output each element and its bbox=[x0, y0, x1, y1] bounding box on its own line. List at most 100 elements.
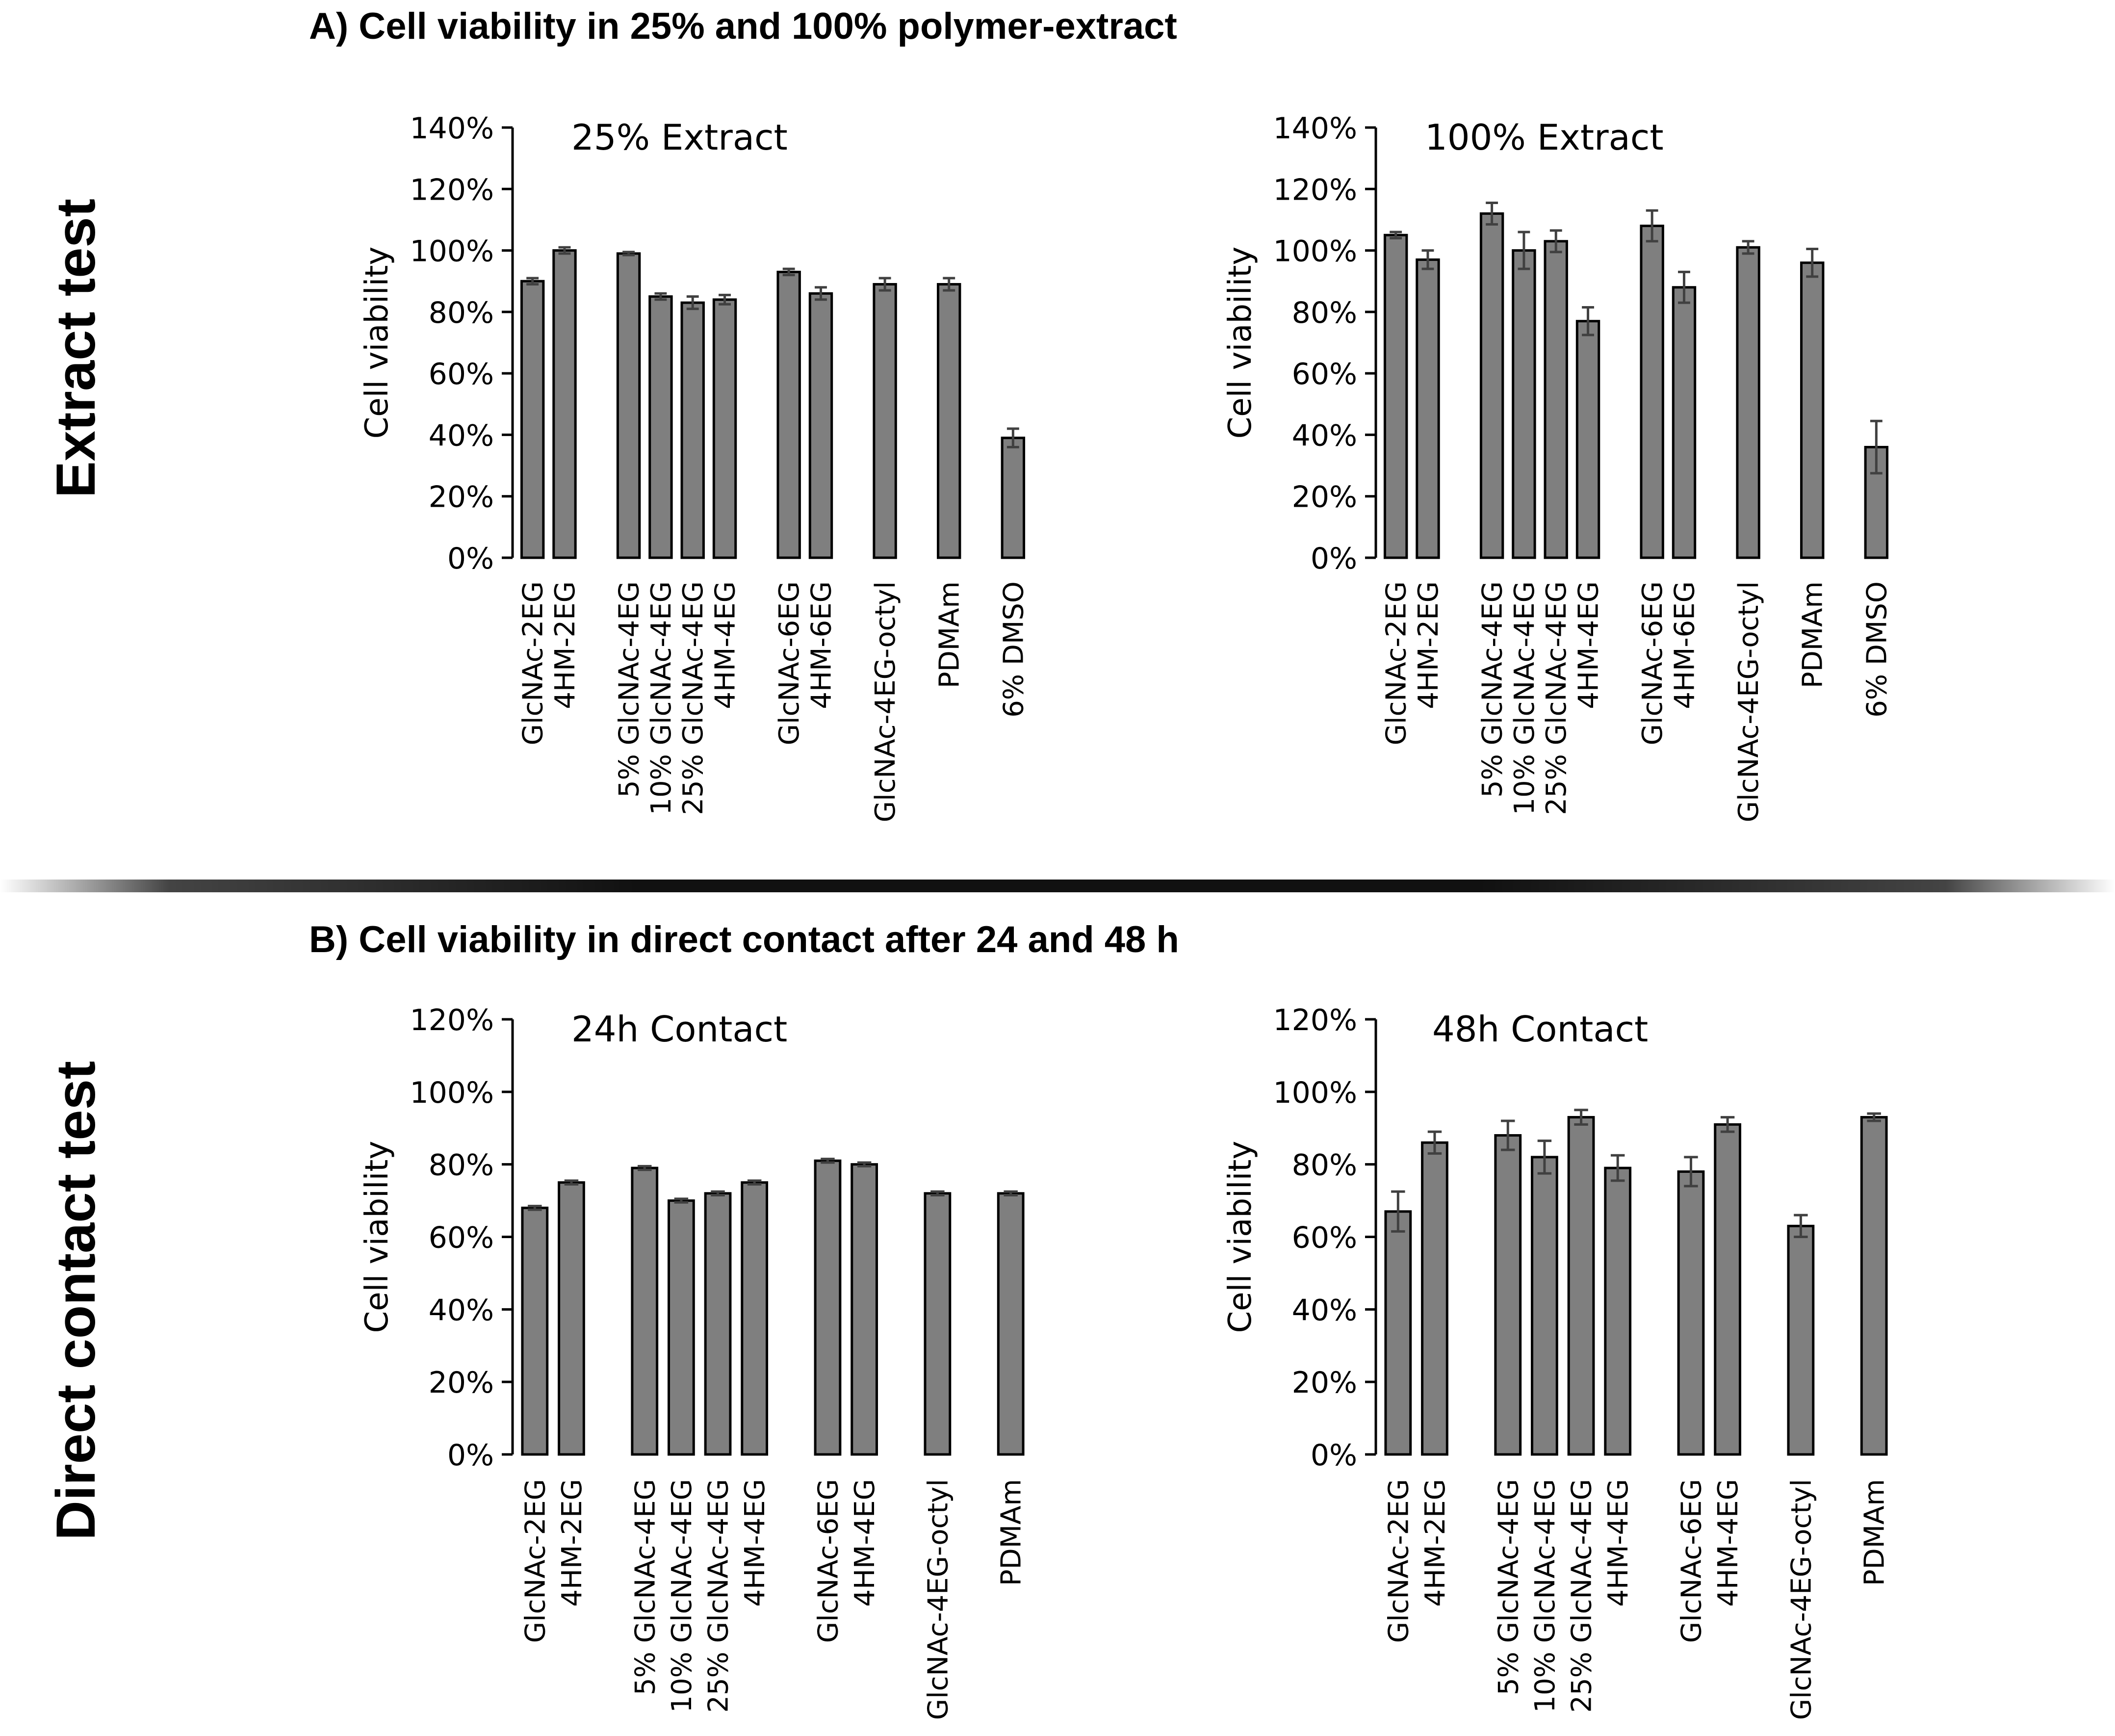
x-tick-label: PDMAm bbox=[996, 1479, 1028, 1586]
y-tick-label: 20% bbox=[429, 480, 494, 515]
bar bbox=[937, 283, 961, 559]
y-tick-label: 140% bbox=[410, 111, 494, 146]
y-tick-label: 40% bbox=[1292, 418, 1357, 453]
x-tick-label: GlcNAc-6EG bbox=[1637, 581, 1669, 745]
x-tick-label: 5% GlcNAc-4EG bbox=[629, 1479, 661, 1695]
bar bbox=[1567, 1116, 1595, 1456]
chart-title: 48h Contact bbox=[1432, 1009, 1648, 1050]
y-axis-title: Cell viability bbox=[1222, 1141, 1259, 1333]
error-bar bbox=[528, 1205, 542, 1211]
error-bar bbox=[1684, 1156, 1698, 1188]
x-tick-label: 6% DMSO bbox=[998, 581, 1030, 718]
y-tick-label: 60% bbox=[429, 1221, 494, 1255]
bar bbox=[1677, 1170, 1705, 1456]
x-tick-label: 25% GlcNAc-4EG bbox=[1541, 581, 1573, 815]
x-tick-label: GlcNAc-2EG bbox=[1383, 1479, 1415, 1643]
x-tick-label: 4HM-4EG bbox=[1602, 1479, 1634, 1607]
x-tick-label: GlcNAc-6EG bbox=[1676, 1479, 1707, 1643]
y-tick-label: 0% bbox=[447, 1438, 494, 1473]
x-tick-label: 4HM-4EG bbox=[1712, 1479, 1744, 1607]
y-tick-label: 100% bbox=[410, 234, 494, 269]
error-bar bbox=[674, 1197, 689, 1204]
bar bbox=[680, 301, 705, 559]
error-bar bbox=[857, 1161, 872, 1167]
x-tick-label: GlcNAc-2EG bbox=[517, 581, 549, 745]
bar bbox=[712, 298, 737, 559]
bar bbox=[1479, 212, 1504, 559]
bar bbox=[808, 292, 833, 559]
chart-48h-contact: 0% 20% 40% 60% 80% 100% 120% Cell viability 48h … bbox=[1207, 996, 1942, 1732]
bar bbox=[1544, 240, 1568, 559]
bar bbox=[1383, 233, 1408, 559]
error-bar bbox=[1582, 306, 1594, 337]
error-bar bbox=[821, 1158, 835, 1164]
error-bar bbox=[930, 1190, 945, 1196]
x-tick-label: GlcNAc-6EG bbox=[774, 581, 805, 745]
bar bbox=[521, 1206, 549, 1456]
error-bar bbox=[654, 292, 667, 301]
error-bar bbox=[782, 267, 795, 277]
bar bbox=[1714, 1123, 1741, 1456]
x-tick-label: 5% GlcNAc-4EG bbox=[1493, 1479, 1524, 1695]
bar bbox=[851, 1163, 878, 1456]
bar bbox=[616, 252, 641, 559]
x-tick-label: 4HM-6EG bbox=[805, 581, 837, 709]
bar bbox=[997, 1192, 1025, 1456]
bar bbox=[668, 1199, 695, 1456]
x-tick-label: GlcNAc-4EG-octyl bbox=[922, 1479, 954, 1720]
x-tick-label: GlcNAc-6EG bbox=[812, 1479, 844, 1643]
y-tick-label: 40% bbox=[429, 418, 494, 453]
error-bar bbox=[622, 251, 635, 257]
chart-title: 24h Contact bbox=[571, 1009, 787, 1050]
y-tick-label: 20% bbox=[429, 1366, 494, 1400]
bar bbox=[1494, 1134, 1522, 1456]
error-bar bbox=[1678, 270, 1690, 304]
error-bar bbox=[1390, 231, 1402, 240]
x-tick-label: 4HM-2EG bbox=[1413, 581, 1444, 709]
error-bar bbox=[1537, 1140, 1552, 1175]
x-tick-label: PDMAm bbox=[1797, 581, 1829, 688]
y-tick-label: 100% bbox=[410, 1076, 494, 1110]
error-bar bbox=[558, 246, 571, 255]
bar bbox=[1575, 320, 1600, 559]
x-tick-label: 6% DMSO bbox=[1861, 581, 1893, 718]
bar bbox=[558, 1181, 585, 1456]
chart-24h-contact: 0% 20% 40% 60% 80% 100% 120% Cell viability 24h … bbox=[343, 996, 1079, 1732]
error-bar bbox=[1006, 427, 1019, 448]
error-bar bbox=[1742, 240, 1754, 255]
bar bbox=[1384, 1210, 1412, 1456]
error-bar bbox=[719, 293, 731, 306]
x-tick-label: 4HM-4EG bbox=[710, 581, 742, 709]
y-tick-label: 120% bbox=[1273, 1003, 1357, 1037]
y-tick-label: 40% bbox=[429, 1293, 494, 1327]
y-tick-label: 0% bbox=[1311, 542, 1357, 576]
y-tick-label: 80% bbox=[429, 296, 494, 330]
error-bar bbox=[1501, 1119, 1515, 1151]
chart-title: 25% Extract bbox=[571, 117, 788, 158]
y-tick-label: 40% bbox=[1292, 1293, 1357, 1327]
y-tick-label: 20% bbox=[1292, 480, 1357, 515]
section-divider bbox=[0, 880, 2115, 892]
y-axis-title: Cell viability bbox=[1222, 247, 1259, 439]
error-bar bbox=[1391, 1190, 1405, 1233]
y-tick-label: 80% bbox=[429, 1148, 494, 1183]
x-tick-label: 5% GlcNAc-4EG bbox=[1477, 581, 1509, 798]
x-tick-label: 4HM-2EG bbox=[556, 1479, 588, 1607]
error-bar bbox=[815, 286, 827, 301]
chart-25-extract: 0% 20% 40% 60% 80% 100% 120% 140% Cell viability… bbox=[343, 103, 1079, 868]
error-bar bbox=[1794, 1214, 1808, 1238]
y-tick-label: 60% bbox=[1292, 357, 1357, 391]
error-bar bbox=[638, 1165, 652, 1171]
x-tick-label: 4HM-4EG bbox=[739, 1479, 771, 1607]
bar bbox=[741, 1181, 769, 1456]
error-bar bbox=[526, 277, 539, 285]
bar bbox=[552, 249, 577, 559]
bar bbox=[1736, 246, 1760, 559]
error-bar bbox=[1486, 201, 1498, 226]
x-tick-label: GlcNAc-4EG-octyl bbox=[1785, 1479, 1817, 1720]
y-axis-title: Cell viability bbox=[359, 1141, 395, 1333]
x-tick-label: GlcNAc-4EG-octyl bbox=[1733, 581, 1765, 822]
x-tick-label: 4HM-4EG bbox=[1573, 581, 1605, 709]
x-tick-label: 25% GlcNAc-4EG bbox=[1566, 1479, 1598, 1713]
error-bar bbox=[1574, 1109, 1588, 1126]
